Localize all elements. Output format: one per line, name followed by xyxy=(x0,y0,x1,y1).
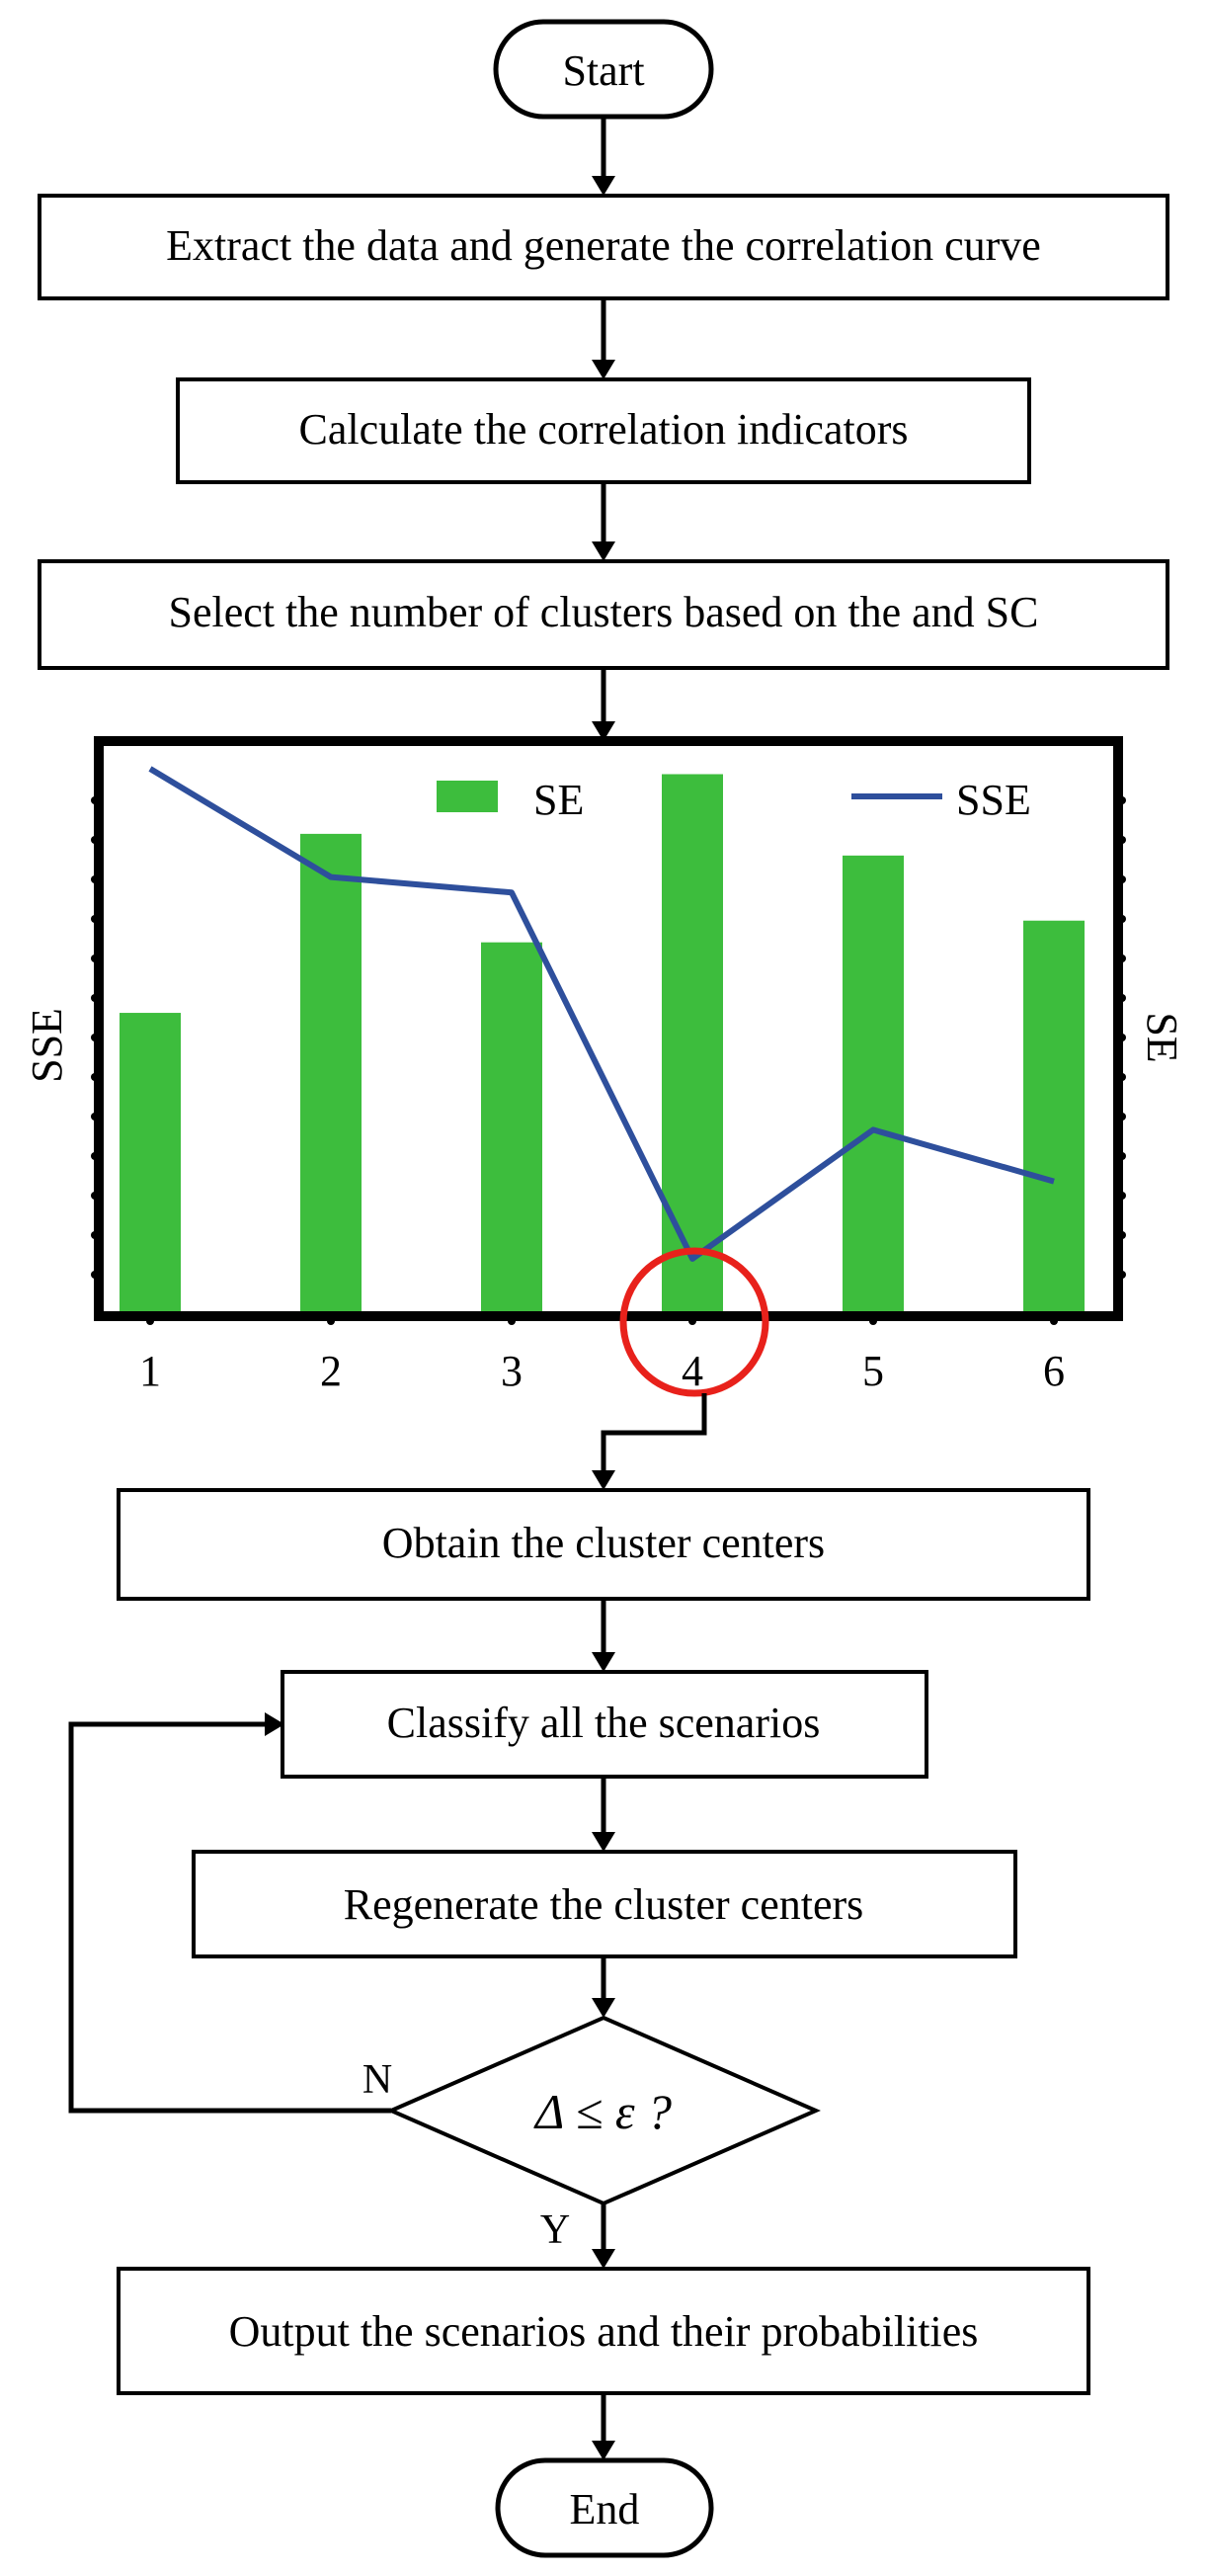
right-axis-tick-8 xyxy=(1118,1113,1126,1121)
right-axis-tick-6 xyxy=(1118,1034,1126,1041)
left-axis-tick-10 xyxy=(91,1192,99,1200)
arrow-yes-to-output xyxy=(592,2203,615,2269)
se-bar-5 xyxy=(843,855,904,1311)
arrow-chart-to-obtain xyxy=(592,1393,707,1490)
x-tick-label-4: 4 xyxy=(682,1347,703,1395)
left-axis-tick-7 xyxy=(91,1073,99,1081)
left-axis-tick-4 xyxy=(91,955,99,962)
yes-branch-label: Y xyxy=(540,2207,570,2253)
x-axis-tick-2 xyxy=(327,1317,335,1325)
x-axis-tick-3 xyxy=(508,1317,516,1325)
left-axis-tick-5 xyxy=(91,994,99,1002)
cluster-selection-chart: 1 2 3 4 5 6 SSE SE SE SSE xyxy=(23,736,1186,1397)
left-axis-tick-8 xyxy=(91,1113,99,1121)
right-axis-tick-0 xyxy=(1118,796,1126,804)
left-axis-tick-3 xyxy=(91,915,99,923)
right-axis-tick-2 xyxy=(1118,875,1126,883)
legend-se-label: SE xyxy=(533,776,584,824)
arrow-regenerate-to-decision xyxy=(592,1956,615,2018)
se-bar-1 xyxy=(120,1013,181,1311)
x-tick-label-3: 3 xyxy=(501,1347,523,1395)
select-clusters-box xyxy=(38,559,1169,670)
y-axis-label-left: SSE xyxy=(23,1008,71,1083)
start-label: Start xyxy=(562,46,644,95)
extract-data-box xyxy=(38,194,1169,300)
end-terminator xyxy=(495,2457,714,2558)
arrow-extract-to-calculate xyxy=(592,298,615,379)
x-axis-tick-1 xyxy=(146,1317,154,1325)
legend-sse-label: SSE xyxy=(956,776,1031,824)
x-axis-tick-6 xyxy=(1050,1317,1058,1325)
left-axis-tick-9 xyxy=(91,1152,99,1160)
right-axis-tick-7 xyxy=(1118,1073,1126,1081)
classify-scenarios-label: Classify all the scenarios xyxy=(387,1699,821,1747)
right-axis-tick-1 xyxy=(1118,836,1126,844)
regenerate-centers-box xyxy=(192,1850,1017,1958)
arrow-select-to-chart xyxy=(592,668,615,741)
legend-se-swatch xyxy=(437,781,498,812)
right-axis-tick-10 xyxy=(1118,1192,1126,1200)
arrow-calculate-to-select xyxy=(592,482,615,561)
left-axis-tick-1 xyxy=(91,836,99,844)
end-label: End xyxy=(570,2485,640,2534)
se-bar-3 xyxy=(481,942,542,1311)
x-axis-tick-4 xyxy=(688,1317,696,1325)
output-scenarios-label: Output the scenarios and their probabili… xyxy=(229,2307,979,2356)
obtain-centers-box xyxy=(117,1488,1090,1601)
right-axis-tick-11 xyxy=(1118,1231,1126,1239)
select-clusters-label: Select the number of clusters based on t… xyxy=(168,588,1038,636)
right-axis-tick-5 xyxy=(1118,994,1126,1002)
x-tick-label-2: 2 xyxy=(320,1347,342,1395)
no-branch-label: N xyxy=(362,2057,392,2103)
x-tick-label-1: 1 xyxy=(139,1347,161,1395)
se-bar-4 xyxy=(662,774,723,1311)
right-axis-tick-4 xyxy=(1118,955,1126,962)
x-tick-label-5: 5 xyxy=(862,1347,884,1395)
sse-line xyxy=(148,766,1055,1262)
y-axis-label-right: SE xyxy=(1138,1012,1186,1062)
right-axis-tick-12 xyxy=(1118,1271,1126,1279)
calculate-indicators-label: Calculate the correlation indicators xyxy=(299,405,909,454)
arrow-classify-to-regenerate xyxy=(592,1777,615,1852)
extract-data-label: Extract the data and generate the correl… xyxy=(166,221,1041,270)
left-axis-tick-12 xyxy=(91,1271,99,1279)
arrow-start-to-extract xyxy=(592,117,615,196)
obtain-centers-label: Obtain the cluster centers xyxy=(382,1519,825,1567)
arrow-output-to-end xyxy=(592,2393,615,2460)
arrow-no-loop-to-classify xyxy=(68,1712,391,2114)
left-axis-tick-2 xyxy=(91,875,99,883)
x-tick-label-6: 6 xyxy=(1043,1347,1065,1395)
chart-legend: SE SSE xyxy=(437,776,1031,824)
se-bar-6 xyxy=(1023,920,1085,1311)
right-axis-tick-9 xyxy=(1118,1152,1126,1160)
x-axis-tick-5 xyxy=(869,1317,877,1325)
left-axis-tick-0 xyxy=(91,796,99,804)
right-axis-tick-3 xyxy=(1118,915,1126,923)
regenerate-centers-label: Regenerate the cluster centers xyxy=(344,1880,864,1929)
optimal-cluster-highlight xyxy=(619,1247,769,1397)
convergence-decision-label: Δ ≤ ε ? xyxy=(533,2084,672,2139)
classify-scenarios-box xyxy=(281,1670,928,1779)
arrow-obtain-to-classify xyxy=(592,1599,615,1672)
output-scenarios-box xyxy=(117,2267,1090,2395)
se-bar-2 xyxy=(300,833,362,1311)
left-axis-tick-6 xyxy=(91,1034,99,1041)
left-axis-tick-11 xyxy=(91,1231,99,1239)
